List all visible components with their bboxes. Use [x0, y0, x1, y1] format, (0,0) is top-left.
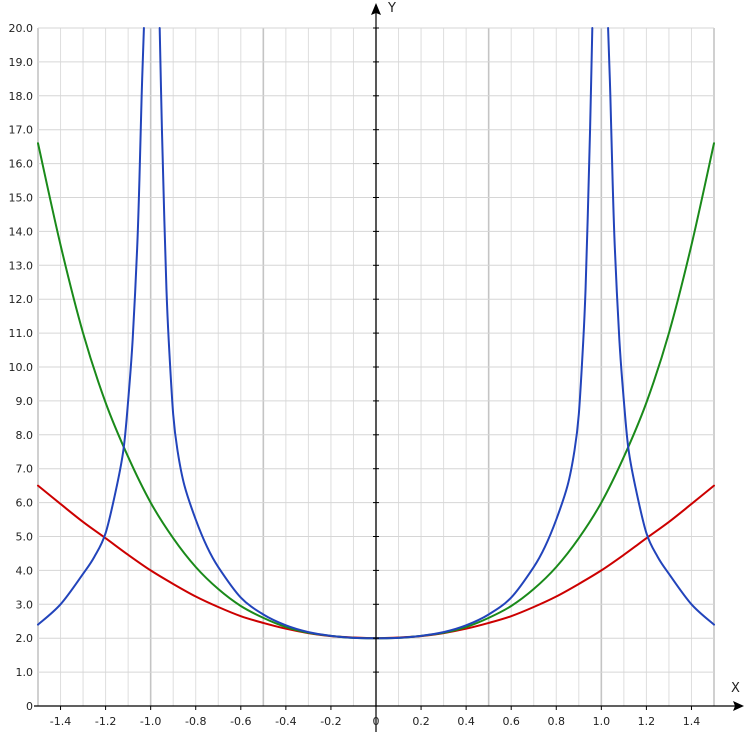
x-tick-label: -0.4	[275, 715, 296, 728]
axes: X Y	[34, 1, 744, 732]
x-tick-label: 0	[373, 715, 380, 728]
y-tick-label: 14.0	[9, 225, 34, 238]
x-tick-label: 0.6	[502, 715, 520, 728]
y-tick-label: 11.0	[9, 327, 34, 340]
y-tick-label: 6.0	[16, 497, 34, 510]
tick-labels: -1.4 -1.2 -1.0 -0.8 -0.6 -0.4 -0.2 0 0.2 0.4 0.6 0.…	[9, 22, 701, 728]
x-axis-label: X	[731, 681, 740, 696]
y-axis-label: Y	[387, 1, 396, 16]
y-tick-label: 0	[26, 700, 33, 713]
x-tick-label: 1.2	[638, 715, 656, 728]
y-tick-label: 13.0	[9, 259, 34, 272]
y-tick-label: 9.0	[16, 395, 34, 408]
x-tick-label: -1.0	[140, 715, 161, 728]
x-tick-label: 0.8	[548, 715, 566, 728]
y-tick-label: 17.0	[9, 124, 34, 137]
x-tick-label: -0.6	[230, 715, 251, 728]
y-tick-label: 19.0	[9, 56, 34, 69]
series-line-5	[607, 27, 715, 626]
y-tick-label: 1.0	[16, 666, 34, 679]
series-line-3	[37, 27, 145, 626]
y-tick-label: 5.0	[16, 531, 34, 544]
x-tick-label: -0.2	[320, 715, 341, 728]
x-tick-label: 0.4	[457, 715, 475, 728]
y-tick-label: 7.0	[16, 463, 34, 476]
y-tick-label: 15.0	[9, 192, 34, 205]
y-tick-label: 16.0	[9, 158, 34, 171]
x-tick-label: -0.8	[185, 715, 206, 728]
y-tick-label: 8.0	[16, 429, 34, 442]
y-tick-label: 20.0	[9, 22, 34, 35]
x-tick-label: -1.4	[50, 715, 71, 728]
y-tick-label: 18.0	[9, 90, 34, 103]
y-tick-label: 2.0	[16, 632, 34, 645]
x-tick-label: -1.2	[95, 715, 116, 728]
y-axis-arrow-icon	[371, 3, 381, 15]
y-tick-label: 3.0	[16, 598, 34, 611]
x-tick-label: 0.2	[412, 715, 430, 728]
x-tick-label: 1.4	[683, 715, 701, 728]
x-axis-arrow-icon	[733, 701, 744, 711]
y-tick-label: 12.0	[9, 293, 34, 306]
y-tick-label: 4.0	[16, 564, 34, 577]
x-tick-label: 1.0	[593, 715, 611, 728]
y-tick-label: 10.0	[9, 361, 34, 374]
